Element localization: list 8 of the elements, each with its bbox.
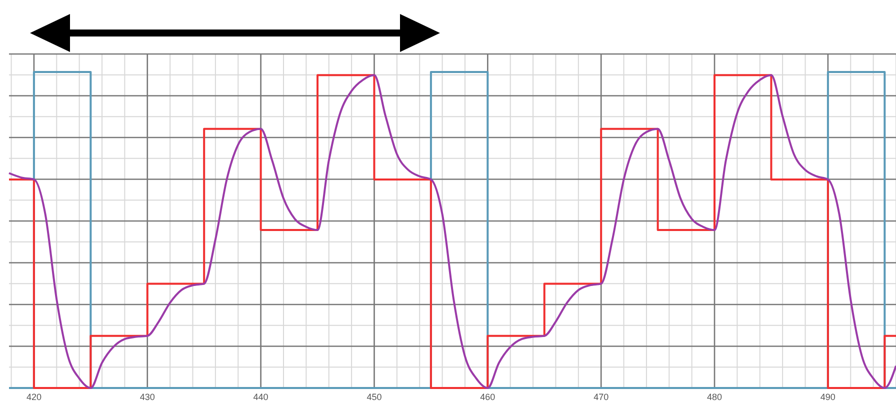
x-tick-label: 440 <box>253 392 268 402</box>
x-tick-label: 470 <box>594 392 609 402</box>
x-tick-label: 430 <box>140 392 155 402</box>
x-tick-label: 450 <box>366 392 382 402</box>
x-tick-label: 480 <box>707 392 722 402</box>
x-tick-label: 460 <box>480 392 496 402</box>
x-tick-label: 420 <box>26 392 42 402</box>
x-tick-label: 490 <box>820 392 836 402</box>
